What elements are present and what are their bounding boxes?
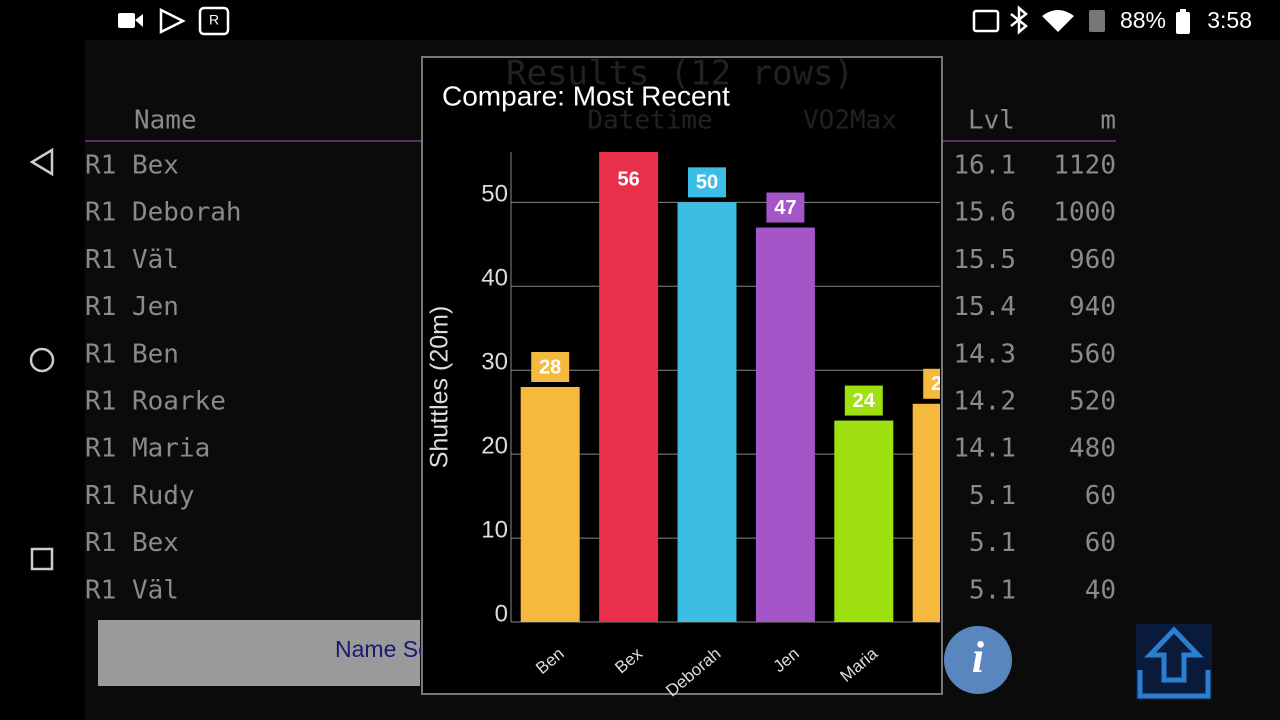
row-name: R1 Väl <box>85 575 179 605</box>
row-name: R1 Deborah <box>85 198 242 228</box>
value-label-box <box>609 164 648 194</box>
column-header: Datetime <box>587 106 712 136</box>
column-header: m <box>1100 106 1116 136</box>
y-tick-label: 30 <box>481 349 508 376</box>
bar <box>599 152 659 622</box>
row-level: 5.1 <box>969 481 1016 511</box>
row-level: 14.3 <box>953 339 1016 369</box>
table-title: Results (12 rows) <box>506 54 854 94</box>
bar <box>912 403 940 622</box>
y-tick-label: 50 <box>481 181 508 208</box>
row-level: 15.6 <box>953 198 1016 228</box>
info-button[interactable] <box>944 626 1012 694</box>
home-button[interactable] <box>29 347 55 373</box>
row-distance: 560 <box>1069 339 1116 369</box>
value-label: 24 <box>853 390 876 412</box>
row-level: 15.5 <box>953 245 1016 275</box>
value-label-box <box>923 368 940 399</box>
row-name: R1 Maria <box>85 434 210 464</box>
row-level: 14.2 <box>953 387 1016 417</box>
y-axis-label: Shuttles (20m) <box>426 306 454 469</box>
clock: 3:58 <box>1207 7 1252 33</box>
value-label-box <box>844 385 883 416</box>
column-header: Lvl <box>968 106 1015 136</box>
bar <box>834 420 894 622</box>
value-label: 28 <box>539 356 561 378</box>
row-level: 14.1 <box>953 434 1016 464</box>
faint-overlay: Results (12 rows) Datetime VO2Max <box>506 54 897 136</box>
y-tick-label: 0 <box>495 600 508 627</box>
value-label-box <box>688 167 726 198</box>
row-name: R1 Jen <box>85 292 179 322</box>
row-level: 5.1 <box>969 575 1016 605</box>
row-distance: 40 <box>1085 575 1116 605</box>
value-label-box <box>766 192 805 223</box>
value-label: 26 <box>931 373 953 395</box>
row-name: R1 Roarke <box>85 387 226 417</box>
row-level: 16.1 <box>953 151 1016 181</box>
row-distance: 940 <box>1069 292 1116 322</box>
share-button[interactable] <box>1136 624 1212 700</box>
column-header: Name <box>134 106 197 136</box>
row-name: R1 Ben <box>85 339 179 369</box>
status-icons: R <box>118 5 1190 36</box>
share-icon <box>1137 626 1211 699</box>
svg-text:R: R <box>209 12 219 28</box>
row-level: 15.4 <box>953 292 1016 322</box>
row-distance: 1120 <box>1053 151 1116 181</box>
row-distance: 480 <box>1069 434 1116 464</box>
row-level: 5.1 <box>969 528 1016 558</box>
y-tick-label: 40 <box>481 265 508 292</box>
row-distance: 60 <box>1085 481 1116 511</box>
recents-button[interactable] <box>30 547 54 571</box>
bar <box>520 387 580 622</box>
row-distance: 520 <box>1069 387 1116 417</box>
value-label: 50 <box>696 172 718 194</box>
value-label-box <box>531 352 570 382</box>
value-label: 47 <box>774 197 796 219</box>
row-name: R1 Bex <box>85 151 179 181</box>
y-tick-label: 10 <box>481 516 508 543</box>
dialog-title: Compare: Most Recent <box>442 80 730 111</box>
y-tick-label: 20 <box>481 432 508 459</box>
bar <box>677 202 737 622</box>
row-name: R1 Väl <box>85 245 179 275</box>
bar <box>755 227 815 623</box>
column-header: VO2Max <box>803 106 897 136</box>
results-table: Name Lvl m R1 Bex 16.1 1120 R1 Deborah 15.6 1000… <box>85 106 1116 605</box>
plot-area: 28 56 50 47 24 26 <box>520 152 953 623</box>
row-distance: 60 <box>1085 528 1116 558</box>
sort-button[interactable] <box>98 620 420 686</box>
row-name: R1 Bex <box>85 528 179 558</box>
back-button[interactable] <box>29 147 54 177</box>
row-distance: 1000 <box>1053 198 1116 228</box>
battery-level: 88% <box>1120 7 1166 33</box>
row-name: R1 Rudy <box>85 481 195 511</box>
info-icon: i <box>972 633 985 682</box>
row-distance: 960 <box>1069 245 1116 275</box>
value-label: 56 <box>617 168 639 190</box>
